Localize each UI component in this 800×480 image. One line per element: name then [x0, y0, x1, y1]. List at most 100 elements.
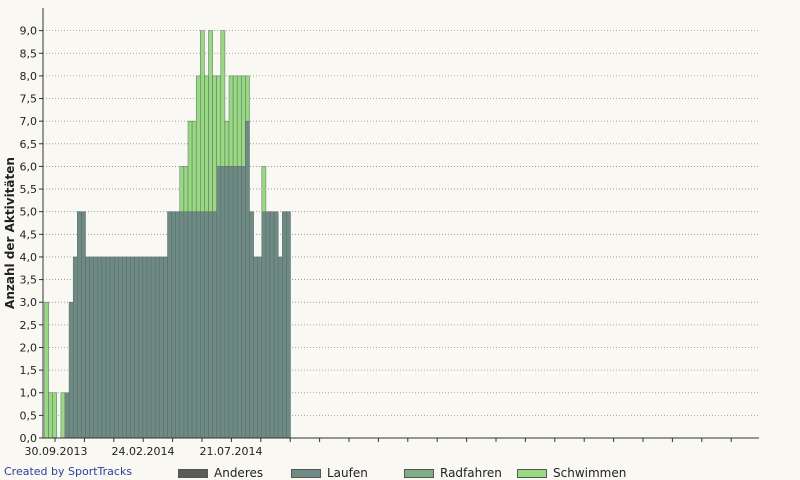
bar-laufen	[64, 392, 70, 439]
bar-laufen	[126, 256, 131, 439]
legend-item-radfahren: Radfahren	[404, 466, 517, 480]
bar-laufen	[200, 211, 205, 439]
bar-laufen	[93, 256, 99, 439]
bar-schwimmen	[228, 75, 234, 167]
bar-laufen	[167, 211, 172, 439]
bar-laufen	[113, 256, 119, 439]
bar-schwimmen	[220, 30, 226, 167]
y-tick-label: 3,0	[20, 296, 38, 309]
y-tick-label: 8,0	[20, 70, 38, 83]
bar-laufen	[146, 256, 152, 439]
created-by-link[interactable]: Created by SportTracks	[4, 465, 133, 478]
bar-schwimmen	[232, 75, 238, 167]
bar-laufen	[163, 256, 168, 439]
y-tick-label: 8,5	[20, 47, 38, 60]
bar-laufen	[175, 211, 181, 439]
bar-schwimmen	[191, 120, 197, 212]
x-tick-label: 24.02.2014	[112, 445, 175, 458]
bar-laufen	[286, 211, 291, 439]
bar-laufen	[265, 211, 271, 439]
bar-schwimmen	[48, 392, 53, 439]
y-tick-label: 6,0	[20, 160, 38, 173]
bar-schwimmen	[241, 75, 246, 167]
bar-laufen	[183, 211, 189, 439]
bar-laufen	[179, 211, 185, 439]
bar-laufen	[154, 256, 160, 439]
legend-label: Schwimmen	[553, 466, 627, 480]
legend-swatch	[291, 468, 321, 478]
bar-schwimmen	[216, 75, 222, 167]
y-tick-label: 7,5	[20, 93, 38, 106]
bar-laufen	[249, 211, 254, 439]
bar-laufen	[191, 211, 197, 439]
bar-schwimmen	[187, 120, 193, 212]
chart-legend: Anderes Laufen Radfahren Schwimmen	[178, 466, 630, 480]
bar-laufen	[81, 211, 86, 439]
bar-laufen	[228, 166, 234, 439]
bar-laufen	[236, 166, 242, 439]
y-tick-label: 7,0	[20, 115, 38, 128]
bar-schwimmen	[204, 75, 209, 212]
bar-schwimmen	[60, 392, 66, 439]
y-tick-label: 4,0	[20, 251, 38, 264]
bar-laufen	[195, 211, 201, 439]
y-tick-label: 2,5	[20, 319, 38, 332]
bar-laufen	[142, 256, 148, 439]
y-tick-label: 9,0	[20, 25, 38, 38]
y-tick-label: 0,5	[20, 409, 38, 422]
legend-swatch	[178, 468, 208, 478]
bar-laufen	[212, 211, 217, 439]
y-axis-title: Anzahl der Aktivitäten	[3, 157, 17, 309]
bar-laufen	[150, 256, 156, 439]
bar-laufen	[89, 256, 94, 439]
bar-schwimmen	[44, 301, 49, 439]
bar-laufen	[269, 211, 275, 439]
bar-schwimmen	[245, 75, 250, 122]
bar-laufen	[241, 166, 246, 439]
bar-schwimmen	[195, 75, 201, 212]
y-tick-label: 5,0	[20, 206, 38, 219]
x-tick-label: 30.09.2013	[25, 445, 88, 458]
bar-laufen	[138, 256, 144, 439]
y-tick-label: 4,5	[20, 228, 38, 241]
bar-laufen	[232, 166, 238, 439]
bar-laufen	[68, 301, 74, 439]
bar-schwimmen	[208, 30, 213, 212]
bar-laufen	[224, 166, 230, 439]
legend-swatch	[404, 468, 434, 478]
bar-laufen	[187, 211, 193, 439]
bar-laufen	[277, 256, 283, 439]
y-tick-label: 1,5	[20, 364, 38, 377]
bar-laufen	[134, 256, 140, 439]
bar-laufen	[122, 256, 127, 439]
bar-laufen	[273, 211, 279, 439]
bar-laufen	[216, 166, 222, 439]
bar-laufen	[204, 211, 209, 439]
bar-laufen	[85, 256, 90, 439]
bar-schwimmen	[52, 392, 58, 439]
bar-schwimmen	[183, 166, 189, 212]
bar-laufen	[109, 256, 115, 439]
legend-item-schwimmen: Schwimmen	[517, 466, 630, 480]
bar-laufen	[261, 211, 267, 439]
bar-laufen	[97, 256, 103, 439]
bar-laufen	[282, 211, 287, 439]
legend-swatch	[517, 468, 547, 478]
legend-label: Anderes	[214, 466, 264, 480]
bar-laufen	[245, 120, 250, 439]
bar-laufen	[159, 256, 164, 439]
bar-schwimmen	[236, 75, 242, 167]
y-tick-label: 5,5	[20, 183, 38, 196]
bar-laufen	[208, 211, 213, 439]
y-tick-label: 3,5	[20, 274, 38, 287]
y-tick-label: 6,5	[20, 138, 38, 151]
legend-item-anderes: Anderes	[178, 466, 291, 480]
bar-schwimmen	[261, 166, 267, 212]
bar-laufen	[105, 256, 111, 439]
legend-item-laufen: Laufen	[291, 466, 404, 480]
bar-laufen	[257, 256, 263, 439]
bar-laufen	[77, 211, 82, 439]
bar-laufen	[171, 211, 176, 439]
